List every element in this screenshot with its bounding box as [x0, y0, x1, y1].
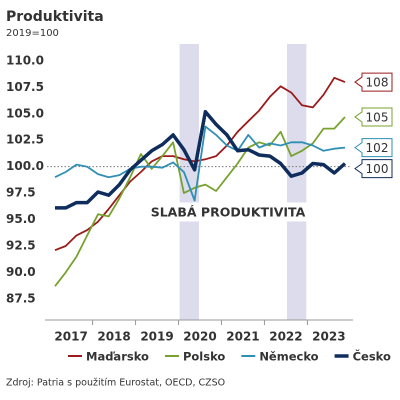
x-tick-label: 2021 — [226, 330, 259, 344]
y-tick-label: 102.5 — [6, 133, 44, 147]
series-line — [54, 125, 346, 202]
x-tick-label: 2019 — [140, 330, 173, 344]
x-tick-label: 2023 — [312, 330, 345, 344]
label-box — [354, 107, 393, 127]
y-tick-label: 97.5 — [6, 186, 36, 200]
value-label: 108 — [366, 76, 389, 90]
legend-item: Maďarsko — [68, 350, 149, 364]
y-tick-label: 87.5 — [6, 291, 36, 305]
legend-label: Německo — [259, 350, 318, 364]
y-tick-label: 100.0 — [6, 159, 44, 173]
legend-item: Česko — [334, 349, 391, 364]
y-tick-label: 107.5 — [6, 80, 44, 94]
x-tick-label: 2022 — [269, 330, 302, 344]
x-tick-label: 2018 — [97, 330, 130, 344]
legend-label: Maďarsko — [86, 350, 149, 364]
chart-subtitle: 2019=100 — [6, 28, 59, 39]
value-label: 102 — [366, 141, 389, 155]
x-tick-label: 2020 — [183, 330, 216, 344]
value-label: 105 — [366, 110, 389, 124]
y-tick-label: 95.0 — [6, 212, 36, 226]
legend-label: Česko — [353, 349, 391, 364]
label-box — [354, 159, 393, 179]
x-tick-label: 2017 — [54, 330, 87, 344]
series-line — [55, 109, 347, 210]
y-tick-label: 110.0 — [6, 53, 44, 67]
source: Zdroj: Patria s použitím Eurostat, OECD,… — [6, 378, 225, 389]
legend-item: Polsko — [164, 350, 225, 364]
legend-label: Polsko — [183, 350, 225, 364]
legend-item: Německo — [241, 350, 319, 364]
label-box — [354, 138, 393, 158]
y-tick-label: 92.5 — [6, 238, 36, 252]
label-box — [354, 72, 393, 92]
y-tick-label: 90.0 — [6, 265, 36, 279]
shaded-period — [287, 44, 307, 320]
annotation: SLABÁ PRODUKTIVITA — [151, 205, 306, 220]
value-label: 100 — [366, 162, 389, 176]
annotation-bg — [147, 202, 309, 222]
shaded-period — [179, 44, 199, 320]
chart-title: Produktivita — [6, 9, 104, 25]
y-tick-label: 105.0 — [6, 106, 44, 120]
series-line — [54, 116, 346, 287]
